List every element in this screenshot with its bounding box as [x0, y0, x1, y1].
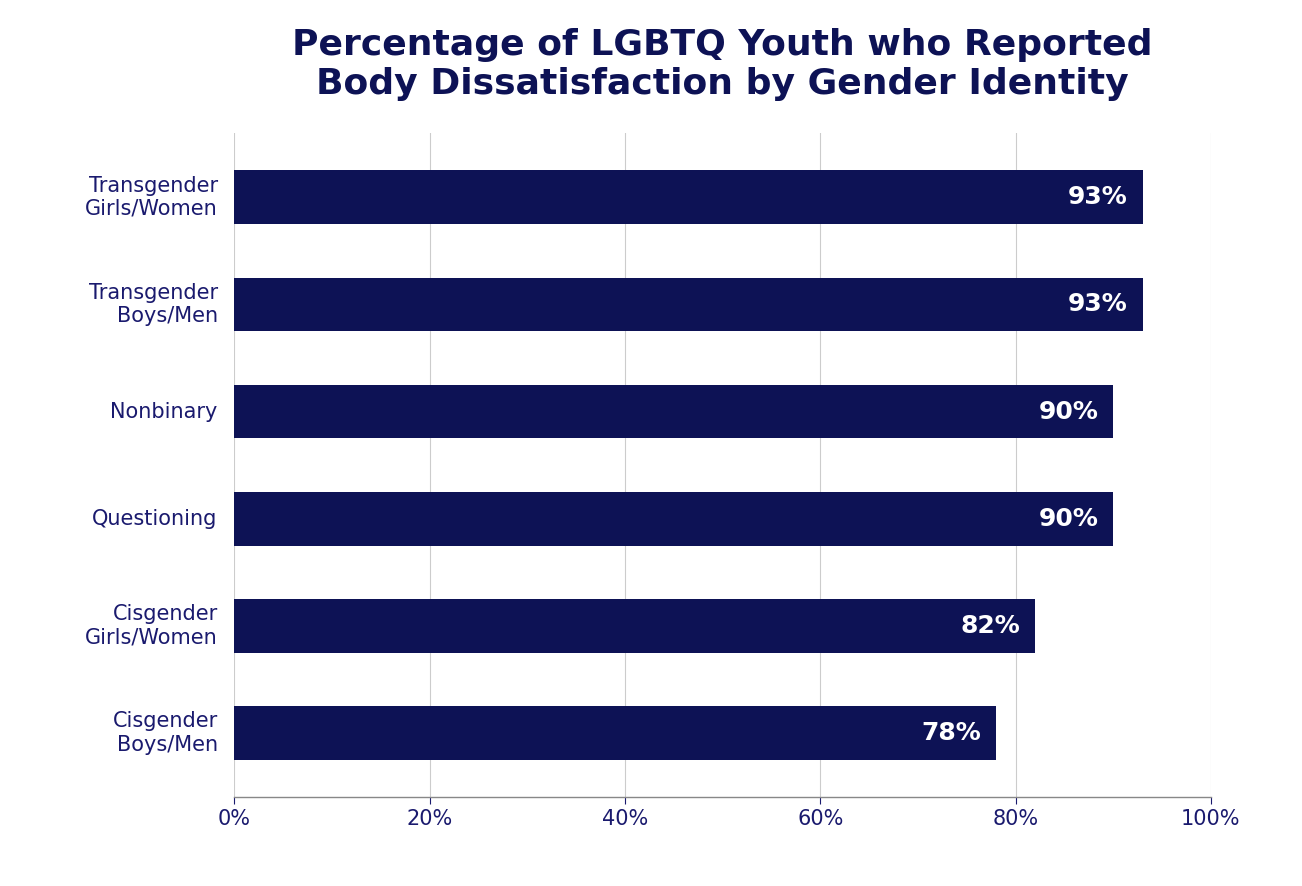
Bar	[234, 170, 1143, 224]
Text: 90%: 90%	[1039, 400, 1099, 424]
Text: 78%: 78%	[922, 721, 982, 745]
Text: 82%: 82%	[961, 614, 1021, 638]
Bar	[234, 385, 1113, 439]
Bar	[234, 706, 996, 760]
Text: 93%: 93%	[1068, 185, 1128, 209]
Text: 90%: 90%	[1039, 507, 1099, 531]
Bar	[234, 277, 1143, 331]
Title: Percentage of LGBTQ Youth who Reported
Body Dissatisfaction by Gender Identity: Percentage of LGBTQ Youth who Reported B…	[293, 27, 1152, 101]
Text: 93%: 93%	[1068, 292, 1128, 316]
Bar	[234, 599, 1035, 653]
Bar	[234, 492, 1113, 546]
